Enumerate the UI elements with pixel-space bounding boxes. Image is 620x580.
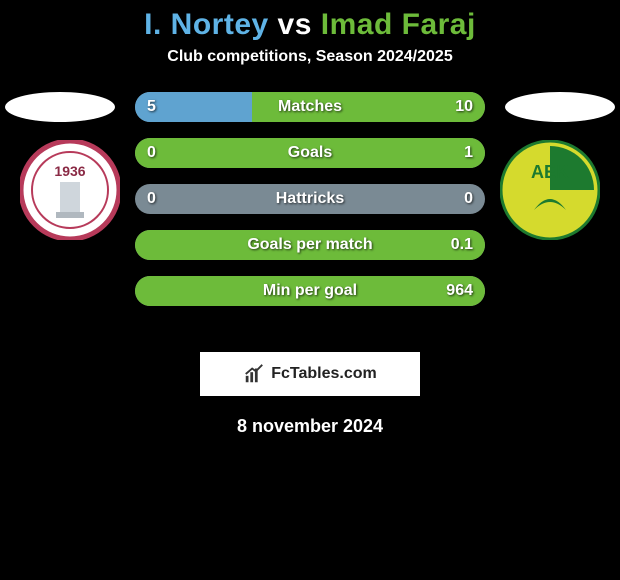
stat-value-right: 10 [455,98,473,116]
comparison-title: I. Nortey vs Imad Faraj [0,8,620,42]
stat-rows: 5Matches100Goals10Hattricks0Goals per ma… [135,92,485,322]
player2-name: Imad Faraj [321,8,476,41]
stat-value-left: 0 [147,144,156,162]
chart-icon [243,363,265,385]
svg-text:1936: 1936 [54,163,85,179]
player2-club-crest: AEK [500,140,600,240]
subtitle: Club competitions, Season 2024/2025 [0,48,620,66]
stat-row: Min per goal 964 [135,276,485,306]
club-crest-left-icon: 1936 [20,140,120,240]
stat-value-left: 0 [147,190,156,208]
player1-name: I. Nortey [144,8,269,41]
stat-value-right: 1 [464,144,473,162]
brand-text: FcTables.com [271,365,377,383]
player1-photo-placeholder [5,92,115,122]
brand-footer[interactable]: FcTables.com [200,352,420,396]
stat-label: Goals per match [247,236,372,254]
stat-label: Matches [278,98,342,116]
stat-value-right: 0.1 [451,236,473,254]
vs-word: vs [278,8,312,41]
player2-photo-placeholder [505,92,615,122]
club-crest-right-icon: AEK [500,140,600,240]
stat-row: 5 Matches 10 [135,92,485,122]
stat-row: 0 Goals 1 [135,138,485,168]
svg-text:AEK: AEK [531,162,569,182]
stat-row: 0 Hattricks 0 [135,184,485,214]
stat-row: Goals per match 0.1 [135,230,485,260]
player1-club-crest: 1936 [20,140,120,240]
stat-label: Goals [288,144,332,162]
stat-label: Min per goal [263,282,357,300]
stat-value-right: 0 [464,190,473,208]
comparison-body: 1936 AEK 5Matches100Goals10Hattricks0Goa… [0,84,620,344]
stat-value-right: 964 [446,282,473,300]
stat-value-left: 5 [147,98,156,116]
stat-label: Hattricks [276,190,344,208]
date-text: 8 november 2024 [0,416,620,437]
